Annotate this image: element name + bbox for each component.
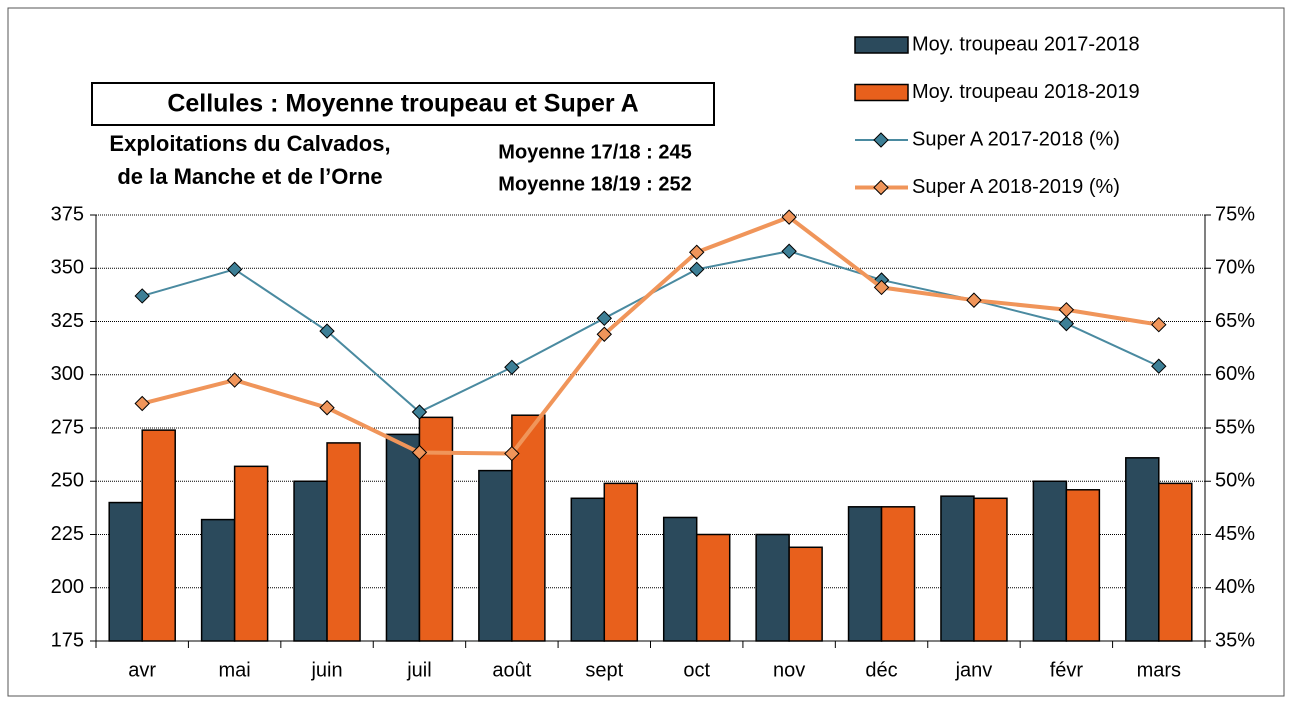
- bar: [695, 533, 731, 642]
- annotation: Exploitations du Calvados,: [109, 131, 390, 156]
- legend-label: Moy. troupeau 2018-2019: [912, 81, 1140, 103]
- bar: [847, 506, 883, 642]
- legend-label: Super A 2017-2018 (%): [912, 128, 1120, 150]
- x-tick-label: juil: [406, 659, 431, 681]
- line-marker: [134, 288, 150, 304]
- line-marker: [1058, 302, 1075, 318]
- y2-tick-label: 65%: [1215, 310, 1255, 332]
- line-marker: [781, 209, 797, 225]
- bar: [662, 516, 698, 642]
- line-marker: [226, 261, 243, 278]
- line-marker: [689, 244, 705, 260]
- line-marker: [781, 243, 797, 259]
- line-marker: [689, 261, 705, 278]
- bar: [880, 506, 916, 642]
- x-tick-label: mars: [1137, 659, 1181, 681]
- legend-label: Super A 2018-2019 (%): [912, 176, 1120, 198]
- y2-tick-label: 75%: [1215, 203, 1255, 225]
- line-marker: [873, 279, 890, 296]
- annotation: Moyenne 18/19 : 252: [498, 173, 691, 195]
- y2-tick-label: 45%: [1215, 523, 1255, 545]
- x-tick-label: juin: [310, 659, 342, 681]
- x-tick-label: août: [492, 659, 531, 681]
- y-tick-label: 225: [51, 523, 84, 545]
- legend-swatch: [854, 36, 909, 54]
- legend-label: Moy. troupeau 2017-2018: [912, 33, 1140, 55]
- bar: [1158, 482, 1193, 642]
- line-marker: [1151, 358, 1167, 374]
- line-marker: [226, 372, 243, 388]
- line-marker: [411, 444, 428, 461]
- line-marker: [319, 400, 335, 416]
- line-marker: [504, 359, 520, 376]
- legend-marker: [873, 179, 889, 196]
- y2-tick-label: 50%: [1215, 470, 1255, 492]
- x-tick-label: mai: [219, 659, 251, 681]
- y-tick-label: 200: [51, 576, 84, 598]
- bar: [940, 495, 975, 642]
- bar: [141, 429, 176, 642]
- line-marker: [134, 395, 150, 412]
- bar: [603, 482, 639, 642]
- bar: [973, 497, 1008, 642]
- line-marker: [966, 292, 982, 308]
- bar: [1065, 489, 1101, 642]
- y-tick-label: 175: [51, 629, 84, 651]
- bar: [1125, 457, 1160, 642]
- line-marker: [319, 323, 335, 339]
- line-marker: [596, 310, 612, 327]
- bar: [233, 465, 269, 642]
- y2-tick-label: 60%: [1215, 363, 1255, 385]
- bar: [385, 433, 421, 642]
- line-marker: [411, 404, 428, 420]
- x-tick-label: oct: [683, 659, 710, 681]
- x-tick-label: sept: [585, 659, 623, 681]
- y2-tick-label: 70%: [1215, 257, 1255, 279]
- bar: [755, 533, 790, 642]
- x-tick-label: nov: [773, 659, 805, 681]
- line-marker: [596, 326, 612, 342]
- y-tick-label: 275: [51, 416, 84, 438]
- y-tick-label: 325: [51, 310, 84, 332]
- y-tick-label: 375: [51, 203, 84, 225]
- y-tick-label: 250: [51, 470, 84, 492]
- legend-swatch: [854, 83, 909, 102]
- line-marker: [1058, 315, 1075, 332]
- bar: [1032, 480, 1068, 642]
- y2-tick-label: 55%: [1215, 416, 1255, 438]
- annotation: de la Manche et de l’Orne: [117, 164, 382, 189]
- bar: [478, 469, 513, 642]
- bar: [570, 497, 606, 642]
- bar: [326, 442, 361, 642]
- bar: [200, 518, 236, 642]
- annotation: Moyenne 17/18 : 245: [498, 141, 691, 163]
- bar: [108, 501, 143, 642]
- y-tick-label: 300: [51, 363, 84, 385]
- x-tick-label: déc: [865, 659, 897, 681]
- legend-marker: [873, 132, 889, 148]
- bar: [511, 414, 546, 642]
- line-marker: [504, 445, 520, 462]
- x-tick-label: janv: [955, 659, 993, 681]
- chart-title: Cellules : Moyenne troupeau et Super A: [167, 90, 638, 118]
- x-tick-label: avr: [128, 659, 156, 681]
- bar: [788, 546, 823, 642]
- title-box: [91, 82, 715, 126]
- y-tick-label: 350: [51, 257, 84, 279]
- line-series: [141, 214, 1160, 456]
- y2-tick-label: 40%: [1215, 576, 1255, 598]
- bar: [293, 480, 328, 642]
- x-tick-label: févr: [1050, 659, 1084, 681]
- line-marker: [1151, 316, 1167, 333]
- y2-tick-label: 35%: [1215, 629, 1255, 651]
